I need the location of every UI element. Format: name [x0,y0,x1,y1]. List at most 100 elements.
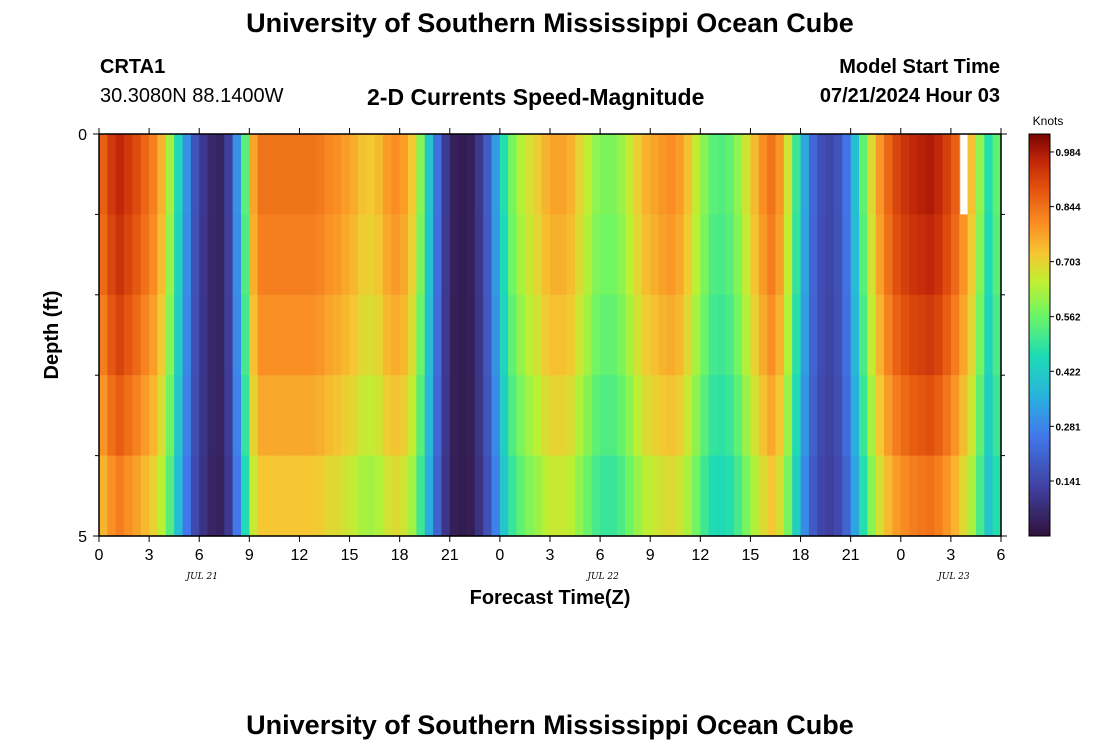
heatmap-cell [140,375,150,457]
main-title: University of Southern Mississippi Ocean… [246,8,854,38]
heatmap-cell [984,214,994,296]
heatmap-cell [115,134,125,215]
heatmap-cell [274,455,284,537]
heatmap-cell [524,455,534,537]
heatmap-cell [157,294,167,376]
heatmap-cell [382,455,392,537]
heatmap-cell [616,134,626,215]
heatmap-cells [99,134,1002,537]
heatmap-cell [767,375,777,457]
date-label: JUL 22 [585,572,619,582]
heatmap-cell [792,214,802,296]
heatmap-cell [140,455,150,537]
heatmap-cell [641,214,651,296]
heatmap-cell [274,375,284,457]
x-tick-label: 15 [341,547,359,564]
heatmap-cell [207,134,217,215]
heatmap-cell [366,294,376,376]
heatmap-cell [474,294,484,376]
heatmap-cell [558,214,568,296]
heatmap-cell [508,294,518,376]
bottom-title: University of Southern Mississippi Ocean… [246,710,854,740]
heatmap-cell [842,375,852,457]
heatmap-cell [733,455,743,537]
heatmap-cell [975,214,985,296]
heatmap-cell [516,134,526,215]
heatmap-cell [591,375,601,457]
heatmap-cell [633,134,643,215]
heatmap-cell [149,455,159,537]
heatmap-cell [566,455,576,537]
heatmap-cell [408,455,417,537]
heatmap-cell [165,375,175,457]
heatmap-cell [783,134,793,215]
heatmap-cell [959,214,969,296]
heatmap-cell [149,134,159,215]
heatmap-cell [132,294,142,376]
heatmap-cell [959,294,969,376]
heatmap-cell [157,375,167,457]
heatmap-cell [875,455,885,537]
x-axis-label: Forecast Time(Z) [470,587,631,609]
heatmap-cell [909,375,919,457]
heatmap-cell [842,214,852,296]
heatmap-cell [124,134,134,215]
heatmap-cell [349,214,359,296]
heatmap-cell [499,455,509,537]
heatmap-cell [399,214,409,296]
heatmap-cell [366,214,376,296]
heatmap-cell [374,455,384,537]
heatmap-cell [633,214,643,296]
heatmap-cell [658,214,668,296]
heatmap-cell [942,134,952,215]
heatmap-cell [416,455,426,537]
heatmap-cell [291,134,301,215]
heatmap-cell [566,294,576,376]
heatmap-cell [842,134,852,215]
heatmap-cell [967,375,977,457]
heatmap-cell [224,455,234,537]
heatmap-cell [299,294,309,376]
heatmap-cell [917,134,927,215]
heatmap-cell [424,294,434,376]
heatmap-cell [717,214,726,296]
heatmap-cell [675,214,685,296]
heatmap-cell [357,214,367,296]
heatmap-cell [959,375,969,457]
heatmap-cell [875,214,885,296]
heatmap-cell [299,455,309,537]
heatmap-cell [190,375,200,457]
heatmap-cell [499,375,509,457]
heatmap-cell [99,214,108,296]
heatmap-cell [558,455,568,537]
heatmap-cell [942,455,952,537]
heatmap-cell [433,214,443,296]
heatmap-cell [833,294,843,376]
heatmap-cell [808,455,818,537]
heatmap-cell [124,375,134,457]
heatmap-cell [892,455,902,537]
heatmap-cell [99,375,108,457]
heatmap-cell [307,134,317,215]
heatmap-cell [374,294,384,376]
heatmap-cell [115,214,125,296]
heatmap-cell [691,294,701,376]
heatmap-cell [600,455,610,537]
heatmap-cell [466,455,476,537]
heatmap-cell [466,214,476,296]
heatmap-cell [483,214,493,296]
heatmap-cell [316,375,326,457]
heatmap-cell [842,294,852,376]
heatmap-cell [859,214,868,296]
heatmap-cell [99,294,108,376]
heatmap-cell [332,134,342,215]
heatmap-cell [224,134,234,215]
heatmap-cell [859,375,868,457]
heatmap-cell [341,134,351,215]
heatmap-cell [165,134,175,215]
heatmap-cell [658,294,668,376]
heatmap-cell [274,134,284,215]
heatmap-cell [524,294,534,376]
heatmap-cell [282,375,292,457]
heatmap-cell [867,375,877,457]
